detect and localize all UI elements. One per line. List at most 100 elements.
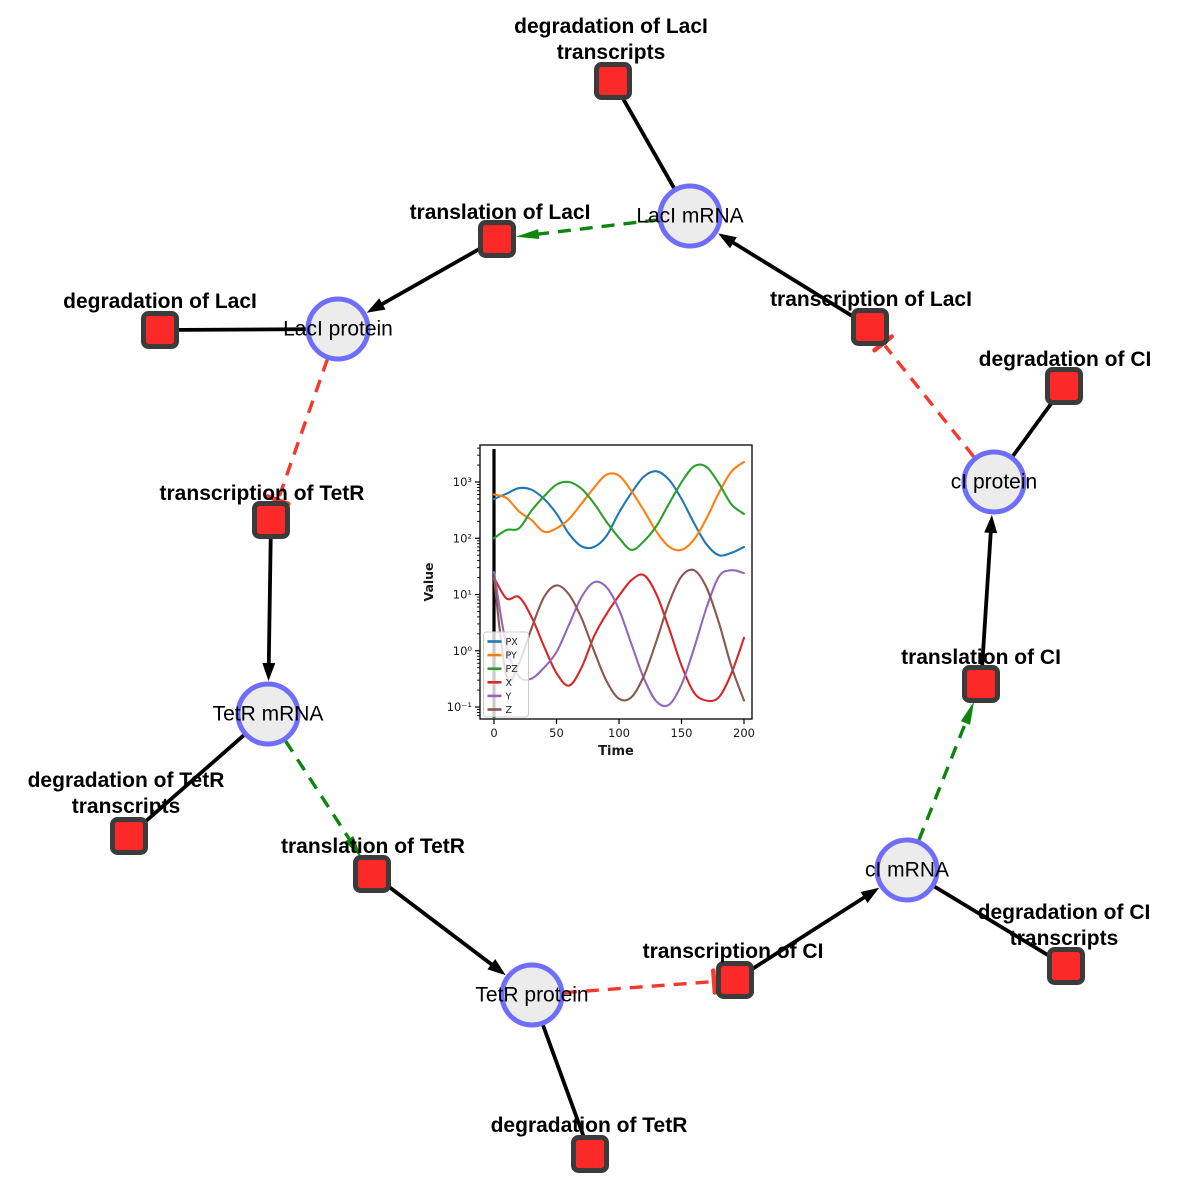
species-node-laci-mrna[interactable]: LacI mRNA	[636, 183, 744, 249]
y-axis-title: Value	[421, 562, 436, 601]
plot-legend: PX PY PZ XYZ	[483, 631, 529, 718]
reaction-node-translation-laci[interactable]: translation of LacI	[410, 201, 591, 258]
species-label-laci-mrna: LacI mRNA	[636, 205, 743, 228]
series-curve-PZ	[492, 463, 746, 551]
y-tick-label: 10³	[453, 475, 473, 489]
species-circle-icon[interactable]	[499, 962, 565, 1028]
series-curve-Y	[492, 569, 746, 708]
y-tick-label: 10⁻¹	[447, 700, 472, 714]
reaction-square-icon[interactable]	[962, 665, 1000, 703]
inhibition-tee-icon	[710, 968, 718, 995]
reaction-square-icon[interactable]	[353, 855, 391, 893]
reaction-node-deg-ci[interactable]: degradation of CI	[979, 348, 1152, 405]
species-layer: LacI mRNA LacI protein TetR mRNA TetR prote…	[213, 183, 1037, 1028]
reaction-square-icon[interactable]	[141, 311, 179, 349]
reaction-node-transcription-ci[interactable]: transcription of CI	[643, 940, 824, 999]
edge-translation-ci-to-ci-protein	[979, 514, 998, 685]
inhibition-dashed-line	[277, 358, 330, 498]
reaction-label-translation-laci: translation of LacI	[410, 201, 591, 224]
species-node-laci-protein[interactable]: LacI protein	[283, 296, 393, 362]
reaction-square-icon[interactable]	[1045, 367, 1083, 405]
species-circle-icon[interactable]	[657, 183, 723, 249]
modifier-arrowhead-icon	[960, 701, 974, 725]
reaction-label-deg-laci-transcripts: degradation of LacI transcripts	[514, 15, 708, 64]
species-label-ci-mrna: cI mRNA	[865, 859, 949, 882]
reaction-label-deg-laci: degradation of LacI	[63, 290, 257, 313]
reaction-square-icon[interactable]	[716, 961, 754, 999]
reaction-node-transcription-tetr[interactable]: transcription of TetR	[160, 482, 365, 539]
species-node-tetr-mrna[interactable]: TetR mRNA	[213, 681, 324, 747]
series-curve-X	[492, 573, 746, 703]
species-circle-icon[interactable]	[305, 296, 371, 362]
time-series-plot: 0 50 100 150 20010⁻¹10⁰10¹10²10³TimeValuePXP…	[421, 444, 755, 759]
reaction-square-icon[interactable]	[571, 1135, 609, 1173]
series-curve-Z	[492, 568, 746, 702]
reaction-square-icon[interactable]	[252, 501, 290, 539]
x-tick-label: 100	[608, 726, 630, 740]
modifier-arrowhead-icon	[515, 229, 540, 239]
production-line	[266, 519, 273, 672]
inhibition-dashed-line	[883, 344, 976, 459]
reaction-label-deg-tetr: degradation of TetR	[491, 1114, 688, 1137]
reaction-node-deg-ci-transcripts[interactable]: degradation of CI transcripts	[978, 901, 1151, 985]
reaction-label-translation-ci: translation of CI	[901, 646, 1061, 669]
reaction-square-icon[interactable]	[851, 308, 889, 346]
reaction-label-deg-tetr-transcripts: degradation of TetR transcripts	[28, 769, 225, 818]
reaction-label-translation-tetr: translation of TetR	[281, 835, 465, 858]
reaction-node-deg-tetr-transcripts[interactable]: degradation of TetR transcripts	[28, 769, 225, 855]
x-tick-label: 50	[549, 726, 564, 740]
reaction-square-icon[interactable]	[594, 62, 632, 100]
reaction-square-icon[interactable]	[110, 817, 148, 855]
x-tick-label: 0	[490, 726, 497, 740]
species-circle-icon[interactable]	[961, 449, 1027, 515]
reaction-label-deg-ci-transcripts: degradation of CI transcripts	[978, 901, 1151, 950]
legend-label-Z: Z	[506, 705, 513, 716]
edge-tetr-mrna-to-translation-tetr	[284, 739, 362, 859]
legend-label-PY: PY	[506, 651, 518, 662]
reaction-label-transcription-ci: transcription of CI	[643, 940, 824, 963]
production-arrowhead-icon	[487, 959, 506, 976]
species-circle-icon[interactable]	[874, 837, 940, 903]
species-node-ci-protein[interactable]: cI protein	[951, 449, 1037, 515]
reaction-node-translation-ci[interactable]: translation of CI	[901, 646, 1061, 703]
species-circle-icon[interactable]	[235, 681, 301, 747]
species-node-ci-mrna[interactable]: cI mRNA	[865, 837, 949, 903]
series-curve-PX	[492, 470, 746, 557]
reaction-layer: degradation of LacI transcripts translatio…	[28, 15, 1152, 1173]
reaction-node-deg-tetr[interactable]: degradation of TetR	[491, 1114, 688, 1173]
edge-translation-tetr-to-tetr-protein	[370, 872, 506, 976]
reaction-node-translation-tetr[interactable]: translation of TetR	[281, 835, 465, 893]
edge-transcription-laci-to-laci-mrna	[718, 233, 871, 329]
edge-laci-mrna-to-translation-laci	[515, 218, 659, 239]
reaction-node-deg-laci[interactable]: degradation of LacI	[63, 290, 257, 349]
species-label-laci-protein: LacI protein	[283, 318, 393, 341]
edge-layer	[127, 80, 1067, 1155]
legend-label-PZ: PZ	[506, 664, 519, 675]
production-line	[370, 872, 499, 971]
modifier-dashed-line	[284, 739, 355, 846]
legend-label-PX: PX	[506, 637, 519, 648]
plot-curves	[492, 460, 746, 708]
reaction-node-transcription-laci[interactable]: transcription of LacI	[770, 288, 972, 346]
y-tick-label: 10²	[453, 531, 472, 545]
x-axis-title: Time	[598, 744, 634, 759]
production-arrowhead-icon	[366, 298, 386, 313]
reaction-square-icon[interactable]	[1047, 947, 1085, 985]
modifier-dashed-line	[917, 715, 970, 841]
reaction-node-deg-laci-transcripts[interactable]: degradation of LacI transcripts	[514, 15, 708, 100]
production-arrowhead-icon	[262, 662, 276, 682]
edge-transcription-ci-to-ci-mrna	[733, 887, 880, 982]
edge-transcription-tetr-to-tetr-mrna	[262, 519, 276, 682]
reaction-square-icon[interactable]	[478, 220, 516, 258]
species-node-tetr-protein[interactable]: TetR protein	[475, 962, 589, 1028]
edge-ci-protein-to-transcription-laci	[872, 334, 976, 459]
y-tick-label: 10⁰	[453, 644, 473, 658]
series-curve-PY	[492, 460, 746, 552]
edge-ci-mrna-to-translation-ci	[917, 701, 974, 841]
edge-tetr-protein-to-transcription-ci	[563, 968, 718, 995]
production-arrowhead-icon	[984, 514, 998, 534]
production-line	[374, 237, 498, 310]
edge-translation-laci-to-laci-protein	[366, 237, 498, 313]
